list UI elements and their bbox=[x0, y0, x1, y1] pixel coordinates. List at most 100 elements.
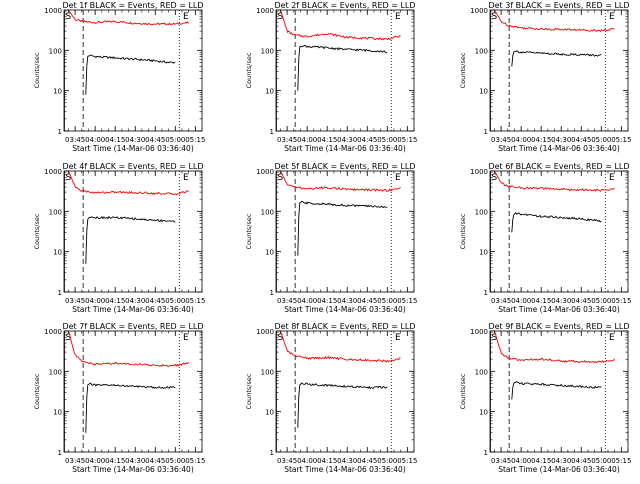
x-tick-label: 04:15 bbox=[105, 457, 125, 465]
detector-panel: Det 1f BLACK = Events, RED = LLD S E 1 10 100… bbox=[33, 1, 205, 153]
panel-title: Det 8f BLACK = Events, RED = LLD bbox=[274, 322, 415, 331]
lld-rate-line bbox=[280, 9, 401, 41]
x-tick-label: 04:15 bbox=[105, 297, 125, 305]
x-tick-label: 04:45 bbox=[357, 297, 377, 305]
events-rate-line bbox=[297, 44, 388, 91]
x-tick-label: 05:00 bbox=[591, 136, 611, 144]
y-tick-label: 100 bbox=[475, 368, 488, 376]
x-tick-label: 04:30 bbox=[125, 136, 145, 144]
x-tick-label: 03:45 bbox=[491, 136, 511, 144]
x-axis-label: Start Time (14-Mar-06 03:36:40) bbox=[284, 144, 406, 153]
start-marker-label: S bbox=[277, 173, 283, 183]
x-tick-label: 04:00 bbox=[85, 297, 105, 305]
y-tick-label: 100 bbox=[475, 47, 488, 55]
x-tick-label: 04:15 bbox=[317, 297, 337, 305]
y-tick-label: 10 bbox=[265, 88, 274, 96]
y-tick-label: 1000 bbox=[256, 168, 274, 176]
x-tick-label: 04:00 bbox=[511, 136, 531, 144]
plot-frame bbox=[275, 170, 415, 293]
x-tick-label: 04:45 bbox=[571, 136, 591, 144]
plot-frame bbox=[275, 9, 415, 132]
y-tick-label: 100 bbox=[49, 208, 62, 216]
y-tick-label: 10 bbox=[265, 409, 274, 417]
x-tick-label: 05:15 bbox=[611, 297, 631, 305]
panel-title: Det 5f BLACK = Events, RED = LLD bbox=[274, 162, 415, 171]
x-tick-label: 04:15 bbox=[105, 136, 125, 144]
y-tick-label: 1000 bbox=[470, 7, 488, 15]
x-tick-label: 04:15 bbox=[317, 457, 337, 465]
y-tick-label: 1 bbox=[58, 289, 62, 297]
end-marker-label: E bbox=[395, 333, 401, 343]
detector-panel: Det 7f BLACK = Events, RED = LLD S E 1 10 100… bbox=[33, 322, 205, 474]
x-tick-label: 04:45 bbox=[145, 297, 165, 305]
x-tick-label: 04:30 bbox=[125, 457, 145, 465]
y-axis-label: Counts/sec bbox=[245, 373, 253, 409]
x-tick-label: 04:45 bbox=[145, 457, 165, 465]
x-axis-label: Start Time (14-Mar-06 03:36:40) bbox=[498, 305, 620, 314]
end-marker-label: E bbox=[183, 173, 189, 183]
detector-panel: Det 8f BLACK = Events, RED = LLD S E 1 10 100… bbox=[245, 322, 417, 474]
y-tick-label: 1 bbox=[484, 449, 488, 457]
x-tick-label: 05:15 bbox=[185, 457, 205, 465]
y-tick-label: 1 bbox=[58, 128, 62, 136]
start-marker-label: S bbox=[491, 333, 497, 343]
y-tick-label: 1 bbox=[484, 289, 488, 297]
y-tick-label: 1000 bbox=[44, 7, 62, 15]
y-axis-label: Counts/sec bbox=[33, 373, 41, 409]
x-tick-label: 03:45 bbox=[65, 136, 85, 144]
x-tick-label: 04:30 bbox=[337, 297, 357, 305]
y-tick-label: 1 bbox=[270, 128, 274, 136]
events-rate-line bbox=[297, 382, 388, 428]
lld-rate-line bbox=[494, 9, 615, 33]
x-axis-label: Start Time (14-Mar-06 03:36:40) bbox=[72, 465, 194, 474]
lld-rate-line bbox=[68, 9, 189, 26]
y-tick-label: 100 bbox=[261, 208, 274, 216]
y-tick-label: 1 bbox=[270, 289, 274, 297]
end-marker-label: E bbox=[395, 173, 401, 183]
detector-panel: Det 4f BLACK = Events, RED = LLD S E 1 10 100… bbox=[33, 162, 205, 314]
y-tick-label: 10 bbox=[479, 409, 488, 417]
x-tick-label: 05:00 bbox=[165, 136, 185, 144]
x-tick-label: 03:45 bbox=[277, 136, 297, 144]
events-rate-line bbox=[511, 50, 602, 67]
x-axis-label: Start Time (14-Mar-06 03:36:40) bbox=[72, 305, 194, 314]
plot-frame bbox=[275, 330, 415, 453]
x-tick-label: 03:45 bbox=[65, 297, 85, 305]
y-axis-label: Counts/sec bbox=[33, 52, 41, 88]
lld-rate-line bbox=[494, 170, 615, 192]
x-tick-label: 04:00 bbox=[85, 136, 105, 144]
x-tick-label: 04:15 bbox=[531, 297, 551, 305]
x-tick-label: 05:00 bbox=[377, 136, 397, 144]
x-tick-label: 05:00 bbox=[377, 457, 397, 465]
y-tick-label: 100 bbox=[49, 368, 62, 376]
end-marker-label: E bbox=[609, 12, 615, 22]
end-marker-label: E bbox=[609, 173, 615, 183]
y-tick-label: 1 bbox=[58, 449, 62, 457]
x-tick-label: 05:15 bbox=[611, 457, 631, 465]
x-tick-label: 04:30 bbox=[337, 136, 357, 144]
x-tick-label: 05:15 bbox=[397, 297, 417, 305]
x-tick-label: 04:30 bbox=[337, 457, 357, 465]
end-marker-label: E bbox=[183, 12, 189, 22]
end-marker-label: E bbox=[183, 333, 189, 343]
events-rate-line bbox=[85, 382, 176, 433]
x-tick-label: 04:00 bbox=[297, 136, 317, 144]
x-tick-label: 04:15 bbox=[317, 136, 337, 144]
y-tick-label: 1000 bbox=[256, 7, 274, 15]
y-tick-label: 10 bbox=[53, 249, 62, 257]
events-rate-line bbox=[85, 215, 176, 264]
y-tick-label: 1 bbox=[484, 128, 488, 136]
y-tick-label: 1000 bbox=[44, 168, 62, 176]
x-tick-label: 03:45 bbox=[65, 457, 85, 465]
panel-title: Det 2f BLACK = Events, RED = LLD bbox=[274, 1, 415, 10]
panel-title: Det 4f BLACK = Events, RED = LLD bbox=[62, 162, 203, 171]
x-tick-label: 04:00 bbox=[511, 297, 531, 305]
x-tick-label: 03:45 bbox=[491, 457, 511, 465]
x-tick-label: 03:45 bbox=[491, 297, 511, 305]
x-tick-label: 03:45 bbox=[277, 297, 297, 305]
y-tick-label: 10 bbox=[479, 249, 488, 257]
lld-rate-line bbox=[494, 330, 615, 364]
plot-frame bbox=[63, 9, 203, 132]
plot-frame bbox=[489, 170, 629, 293]
